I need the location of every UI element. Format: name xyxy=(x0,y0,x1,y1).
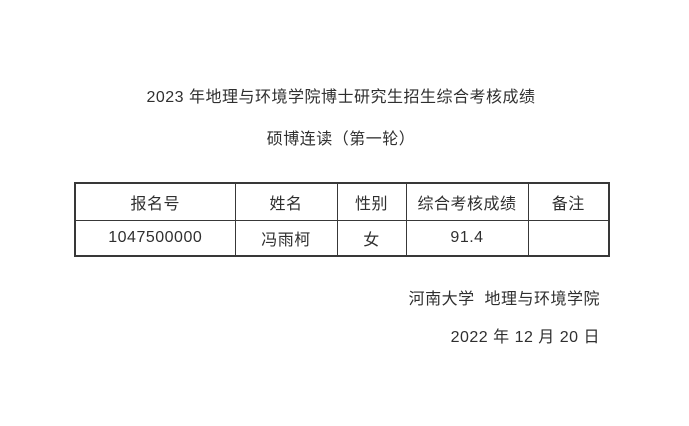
cell-registration-number: 1047500000 xyxy=(74,220,236,257)
table-row: 1047500000 冯雨柯 女 91.4 xyxy=(74,220,610,257)
footer-date: 2022 年 12 月 20 日 xyxy=(450,329,600,346)
cell-name: 冯雨柯 xyxy=(234,220,338,257)
document-title: 2023 年地理与环境学院博士研究生招生综合考核成绩 xyxy=(146,89,536,106)
cell-comprehensive-score: 91.4 xyxy=(405,220,529,257)
table-header-row: 报名号 姓名 性别 综合考核成绩 备注 xyxy=(74,182,610,221)
header-remarks: 备注 xyxy=(527,182,610,221)
header-comprehensive-score: 综合考核成绩 xyxy=(405,182,529,221)
score-table: 报名号 姓名 性别 综合考核成绩 备注 1047500000 冯雨柯 女 91.… xyxy=(74,182,610,257)
header-name: 姓名 xyxy=(234,182,338,221)
cell-gender: 女 xyxy=(336,220,407,257)
header-gender: 性别 xyxy=(336,182,407,221)
document-subtitle: 硕博连读（第一轮） xyxy=(266,131,416,148)
footer-organization: 河南大学 地理与环境学院 xyxy=(408,291,600,308)
header-registration-number: 报名号 xyxy=(74,182,236,221)
cell-remarks xyxy=(527,220,610,257)
